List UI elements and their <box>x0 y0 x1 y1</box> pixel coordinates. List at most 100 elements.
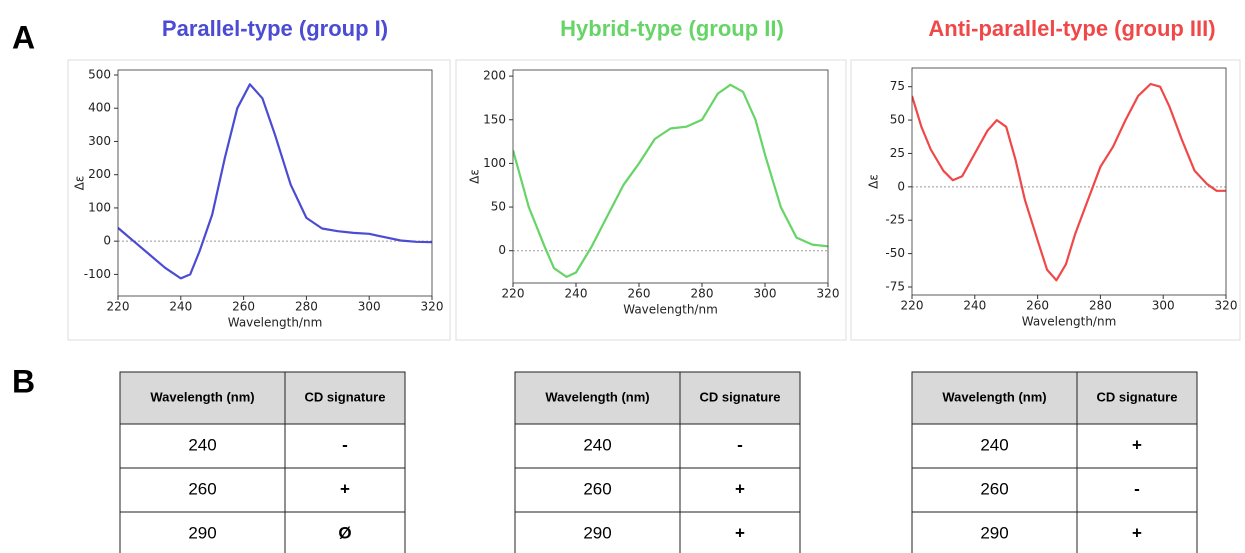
header-cell <box>679 371 801 425</box>
cell-text: + <box>1132 523 1142 542</box>
chart-frame <box>850 59 1241 341</box>
cell-text: 290 <box>188 523 216 542</box>
y-tick-label: 25 <box>890 146 905 160</box>
header-cell <box>514 371 681 425</box>
header-cell <box>1076 371 1198 425</box>
y-tick-label: 0 <box>103 234 111 248</box>
table-cell <box>514 423 681 469</box>
table-cell <box>1076 511 1198 553</box>
table-cell <box>911 423 1078 469</box>
table-cell <box>119 467 286 513</box>
column-header: Wavelength (nm) <box>942 389 1046 404</box>
column-header: Wavelength (nm) <box>545 389 649 404</box>
x-tick-label: 260 <box>628 287 651 301</box>
x-tick-label: 320 <box>817 287 840 301</box>
y-tick-label: 500 <box>88 67 111 81</box>
plot-area <box>117 69 433 297</box>
cell-text: 240 <box>583 435 611 454</box>
table-cell <box>284 511 406 553</box>
chart-frame <box>455 59 847 341</box>
table-cell <box>1076 467 1198 513</box>
data-line <box>912 82 1226 282</box>
x-tick-label: 240 <box>963 299 986 313</box>
y-tick-label: -50 <box>885 246 905 260</box>
cell-text: + <box>340 479 350 498</box>
table-cell <box>1076 423 1198 469</box>
x-axis-label: Wavelength/nm <box>1022 315 1117 329</box>
x-tick-label: 300 <box>1152 299 1175 313</box>
chart-frame <box>67 59 451 341</box>
x-tick-label: 320 <box>421 300 444 314</box>
y-tick-label: 200 <box>483 69 506 83</box>
column-header: CD signature <box>1097 389 1178 404</box>
data-line <box>118 83 432 280</box>
panel-label: B <box>12 363 35 399</box>
x-tick-label: 320 <box>1215 299 1238 313</box>
y-tick-label: -100 <box>84 267 111 281</box>
column-header: Wavelength (nm) <box>150 389 254 404</box>
x-tick-label: 220 <box>502 287 525 301</box>
y-tick-label: 100 <box>483 156 506 170</box>
x-axis-label: Wavelength/nm <box>623 303 718 317</box>
plot-area <box>512 69 829 284</box>
chart-title: Parallel-type (group I) <box>162 16 388 41</box>
y-tick-label: -75 <box>885 279 905 293</box>
chart-title: Hybrid-type (group II) <box>560 16 784 41</box>
table-cell <box>119 423 286 469</box>
table-cell <box>284 467 406 513</box>
y-tick-label: 0 <box>498 243 506 257</box>
cell-text: + <box>735 479 745 498</box>
cell-text: 290 <box>583 523 611 542</box>
x-tick-label: 300 <box>754 287 777 301</box>
table-cell <box>911 511 1078 553</box>
y-tick-label: 200 <box>88 167 111 181</box>
y-tick-label: 50 <box>890 113 905 127</box>
x-tick-label: 260 <box>232 300 255 314</box>
y-tick-label: 0 <box>897 179 905 193</box>
x-tick-label: 280 <box>295 300 318 314</box>
column-header: CD signature <box>305 389 386 404</box>
cell-text: 240 <box>188 435 216 454</box>
cell-text: 260 <box>583 479 611 498</box>
x-tick-label: 260 <box>1026 299 1049 313</box>
y-tick-label: 400 <box>88 101 111 115</box>
table-cell <box>514 511 681 553</box>
cell-text: 240 <box>980 435 1008 454</box>
table-cell <box>514 467 681 513</box>
cell-text: - <box>737 435 743 454</box>
x-tick-label: 280 <box>1089 299 1112 313</box>
table-cell <box>679 467 801 513</box>
y-axis-label: Δε <box>73 176 87 191</box>
cell-text: Ø <box>338 523 351 542</box>
cell-text: 260 <box>980 479 1008 498</box>
y-tick-label: 100 <box>88 200 111 214</box>
x-tick-label: 240 <box>169 300 192 314</box>
y-tick-label: 75 <box>890 79 905 93</box>
cell-text: 290 <box>980 523 1008 542</box>
y-tick-label: 300 <box>88 134 111 148</box>
data-line <box>513 83 828 278</box>
panel-label: A <box>12 19 35 55</box>
table-cell <box>119 511 286 553</box>
header-cell <box>119 371 286 425</box>
x-tick-label: 300 <box>358 300 381 314</box>
header-cell <box>284 371 406 425</box>
x-tick-label: 240 <box>565 287 588 301</box>
y-axis-label: Δε <box>867 174 881 189</box>
column-header: CD signature <box>700 389 781 404</box>
cell-text: - <box>1134 479 1140 498</box>
cell-text: + <box>1132 435 1142 454</box>
x-tick-label: 220 <box>901 299 924 313</box>
y-tick-label: 150 <box>483 112 506 126</box>
table-cell <box>679 511 801 553</box>
y-tick-label: 50 <box>491 200 506 214</box>
x-axis-label: Wavelength/nm <box>228 316 323 330</box>
plot-area <box>911 67 1227 296</box>
table-cell <box>284 423 406 469</box>
x-tick-label: 280 <box>691 287 714 301</box>
cell-text: + <box>735 523 745 542</box>
y-axis-label: Δε <box>468 169 482 184</box>
x-tick-label: 220 <box>107 300 130 314</box>
cell-text: - <box>342 435 348 454</box>
